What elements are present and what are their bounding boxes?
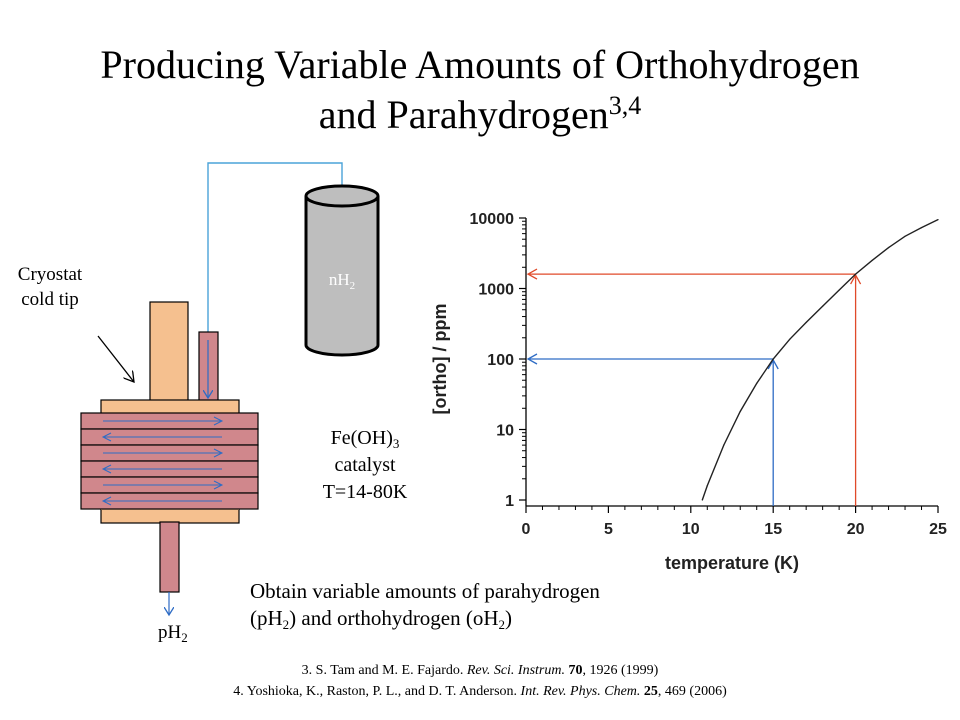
coil-flow-arrowhead bbox=[101, 496, 112, 506]
data-point bbox=[920, 227, 923, 229]
cryostat-block-bottom bbox=[100, 508, 240, 524]
note-line1: Obtain variable amounts of parahydrogen bbox=[250, 579, 600, 603]
title-line-2: and Parahydrogen3,4 bbox=[0, 90, 960, 140]
data-point bbox=[772, 358, 774, 360]
catalyst-temperature: T=14-80K bbox=[322, 481, 408, 503]
catalyst-word: catalyst bbox=[334, 454, 396, 476]
reference-4: 4. Yoshioka, K., Raston, P. L., and D. T… bbox=[233, 684, 727, 699]
coil-flow-arrowhead bbox=[101, 432, 112, 442]
x-tick-label: 25 bbox=[929, 521, 947, 538]
data-point bbox=[822, 305, 824, 307]
x-tick-label: 5 bbox=[604, 521, 613, 538]
title-citation: 3,4 bbox=[608, 91, 642, 120]
cold-tip-label-line1: Cryostat bbox=[17, 264, 83, 285]
cylinder-label: nH2 bbox=[329, 270, 355, 292]
data-point bbox=[855, 273, 857, 275]
y-tick-label: 100 bbox=[487, 352, 514, 369]
data-point bbox=[739, 410, 741, 413]
data-point bbox=[805, 321, 807, 324]
title-line-2-text: and Parahydrogen bbox=[318, 92, 609, 137]
data-point bbox=[789, 338, 791, 340]
catalyst-label: Fe(OH)3 catalyst T=14-80K bbox=[300, 425, 430, 506]
data-point bbox=[723, 444, 725, 446]
coil-flow-arrowhead bbox=[213, 416, 224, 426]
apparatus-diagram: nH2 bbox=[80, 162, 380, 640]
marker-vertical-arrowhead bbox=[850, 273, 862, 285]
x-tick-label: 0 bbox=[522, 521, 531, 538]
coil-flow-arrowhead bbox=[213, 448, 224, 458]
coil-flow-arrowhead bbox=[213, 480, 224, 490]
note-text: Obtain variable amounts of parahydrogen … bbox=[250, 578, 600, 632]
y-tick-label: 1 bbox=[505, 493, 514, 510]
x-tick-label: 15 bbox=[764, 521, 782, 538]
data-point bbox=[756, 382, 758, 385]
output-label: pH2 bbox=[158, 622, 188, 645]
ortho-temperature-chart: 1 10 100 1000 10000 0 5 10 15 20 25 temperature (K)… bbox=[430, 211, 947, 573]
marker-horizontal-arrowhead bbox=[526, 353, 538, 365]
gas-line bbox=[207, 162, 343, 395]
data-point bbox=[838, 289, 840, 291]
cold-tip-label: Cryostat cold tip bbox=[2, 262, 98, 312]
data-point bbox=[887, 247, 890, 249]
cryostat-block-top bbox=[100, 399, 240, 415]
data-point bbox=[871, 259, 873, 262]
data-point bbox=[706, 485, 708, 487]
coil-flow-arrowhead bbox=[101, 464, 112, 474]
slide-title: Producing Variable Amounts of Orthohydro… bbox=[0, 40, 960, 140]
marker-horizontal-arrowhead bbox=[526, 268, 538, 280]
y-tick-label: 10000 bbox=[470, 211, 515, 228]
data-point bbox=[904, 235, 906, 237]
x-tick-label: 10 bbox=[682, 521, 700, 538]
y-axis-title: [ortho] / ppm bbox=[430, 304, 450, 415]
x-axis-title: temperature (K) bbox=[665, 553, 799, 573]
coil-stack bbox=[80, 412, 259, 510]
cold-finger bbox=[149, 301, 189, 403]
y-tick-label: 10 bbox=[496, 423, 514, 440]
title-line-1: Producing Variable Amounts of Orthohydro… bbox=[100, 42, 860, 87]
cold-tip-label-line2: cold tip bbox=[21, 289, 79, 310]
cold-tip-pointer-arrow bbox=[97, 335, 134, 382]
y-tick-label: 1000 bbox=[478, 282, 514, 299]
reference-3: 3. S. Tam and M. E. Fajardo. Rev. Sci. I… bbox=[301, 663, 659, 678]
nh2-cylinder: nH2 bbox=[304, 184, 380, 357]
data-series-line bbox=[701, 218, 939, 501]
data-point bbox=[937, 218, 939, 221]
x-tick-label: 20 bbox=[847, 521, 865, 538]
data-point bbox=[701, 499, 703, 501]
note-line2: (pH2) and orthohydrogen (oH2) bbox=[250, 606, 513, 632]
outlet-tube bbox=[159, 521, 180, 593]
references: 3. S. Tam and M. E. Fajardo. Rev. Sci. I… bbox=[0, 660, 960, 702]
catalyst-formula: Fe(OH)3 bbox=[330, 427, 400, 451]
